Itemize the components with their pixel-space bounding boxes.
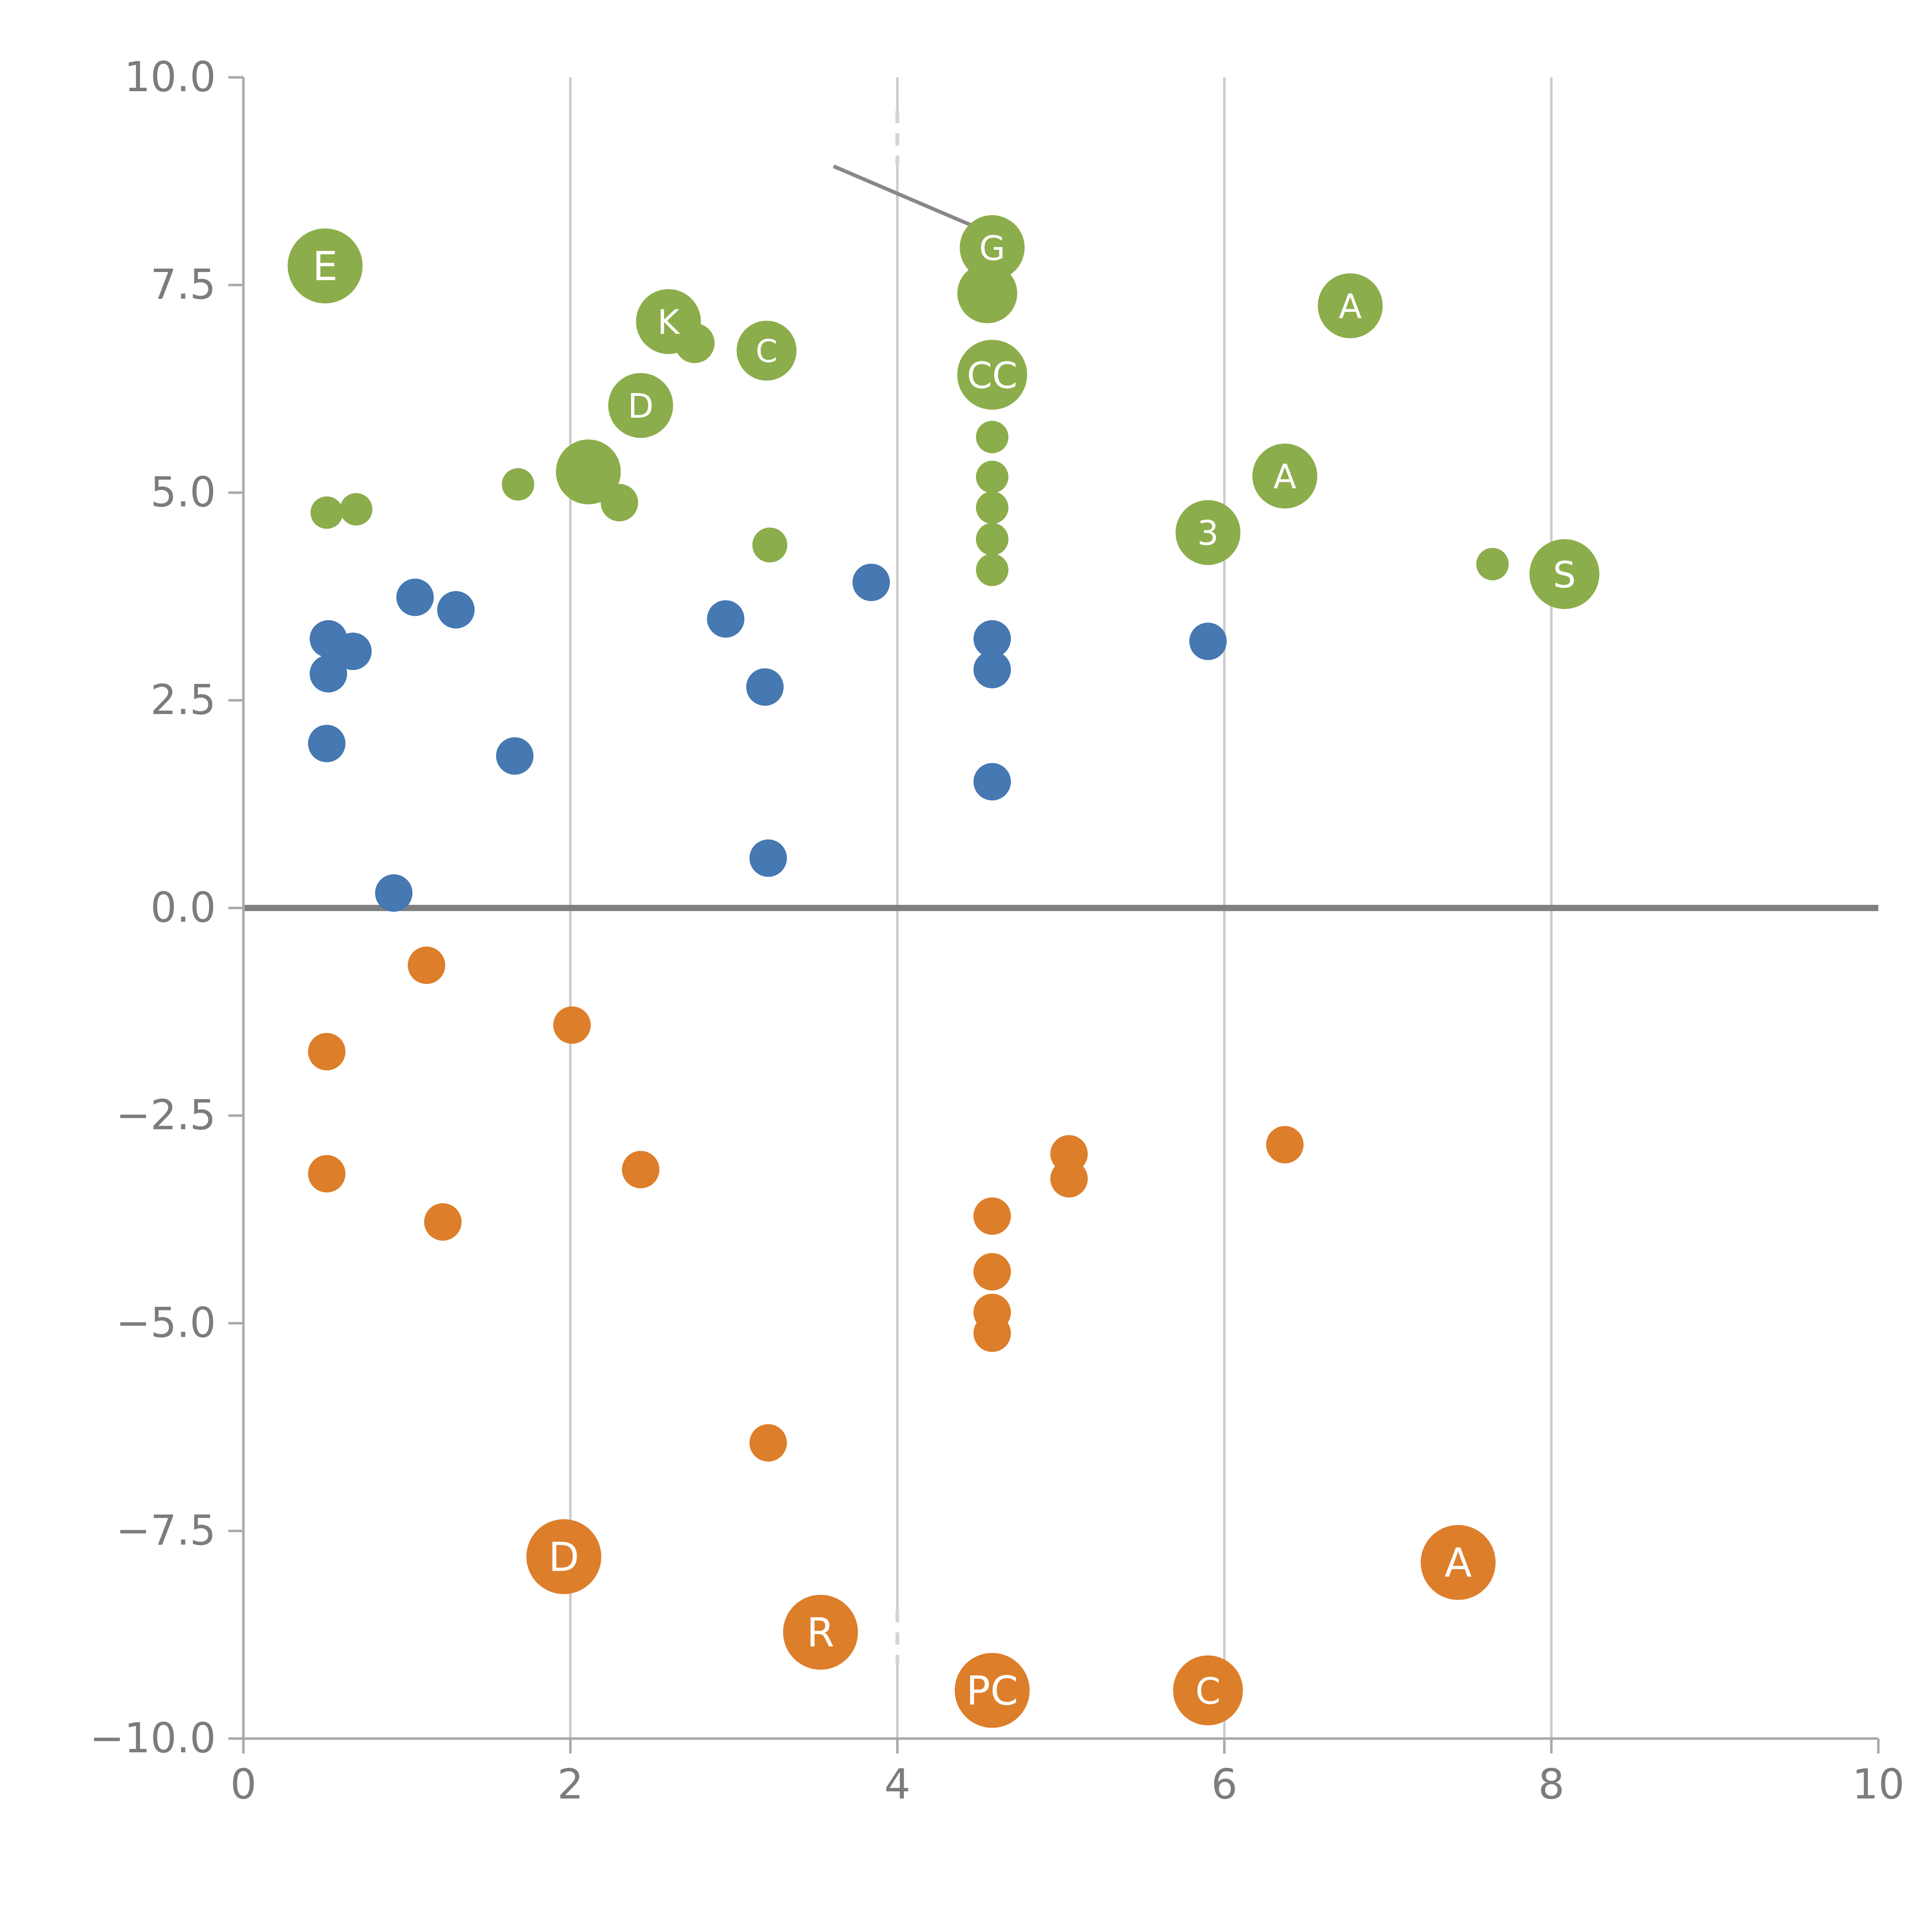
y-tick-label: 5.0: [150, 469, 216, 517]
data-point-green: [502, 468, 534, 501]
x-tick-label: 0: [230, 1760, 257, 1808]
y-tick-label: 10.0: [124, 53, 216, 101]
data-point-label: C: [756, 333, 777, 370]
data-point-orange: [408, 946, 446, 984]
data-point-orange: [526, 1519, 602, 1594]
data-point-label: A: [1339, 287, 1362, 326]
data-point-blue: [973, 620, 1011, 658]
data-point-green: [674, 323, 715, 363]
data-point-blue: [852, 563, 890, 601]
y-tick-label: 0.0: [150, 884, 216, 932]
data-point-orange: [1420, 1525, 1496, 1600]
data-point-blue: [308, 724, 346, 762]
data-point-label: D: [628, 386, 653, 426]
data-point-blue: [396, 578, 434, 616]
data-point-label: A: [1444, 1540, 1472, 1586]
data-point-orange: [973, 1314, 1011, 1352]
x-tick-label: 4: [884, 1760, 910, 1808]
data-point-blue: [973, 651, 1011, 689]
data-point-label: K: [657, 303, 680, 342]
data-point-label: C: [1196, 1670, 1221, 1713]
data-point-green: [976, 523, 1009, 556]
data-point-label: R: [807, 1610, 835, 1656]
data-point-green: [957, 340, 1027, 410]
x-tick-label: 6: [1211, 1760, 1238, 1808]
data-point-blue: [749, 839, 787, 877]
annotation-line: [833, 164, 980, 230]
data-point-blue: [973, 763, 1011, 801]
data-point-green: [736, 320, 797, 381]
data-point-orange: [553, 1006, 591, 1044]
y-tick-label: −10.0: [90, 1714, 216, 1762]
data-point-orange: [1266, 1126, 1304, 1163]
data-point-green: [752, 527, 787, 563]
data-point-orange: [308, 1033, 346, 1071]
data-point-orange: [622, 1151, 660, 1189]
x-tick-label: 8: [1538, 1760, 1565, 1808]
data-point-green: [1252, 444, 1318, 509]
data-point-label: 3: [1197, 514, 1219, 553]
data-point-blue: [707, 600, 745, 638]
data-point-blue: [496, 737, 534, 775]
data-point-green: [287, 228, 363, 304]
data-point-green: [340, 493, 372, 526]
y-tick-label: −5.0: [116, 1299, 216, 1347]
data-point-orange: [783, 1595, 858, 1670]
data-point-orange: [973, 1253, 1011, 1291]
data-point-orange: [1050, 1160, 1088, 1198]
data-point-blue: [746, 668, 784, 706]
data-point-orange: [424, 1203, 462, 1241]
data-point-label: S: [1553, 554, 1576, 596]
x-tick-label: 10: [1852, 1760, 1905, 1808]
data-point-label: E: [313, 243, 338, 290]
data-point-green: [976, 553, 1009, 586]
y-tick-label: −7.5: [116, 1507, 216, 1554]
data-point-blue: [1189, 622, 1227, 660]
y-tick-label: 7.5: [150, 261, 216, 309]
data-point-orange: [954, 1653, 1030, 1728]
data-point-green: [600, 484, 638, 522]
data-point-green: [959, 215, 1025, 280]
data-point-orange: [749, 1424, 787, 1462]
data-point-green: [976, 461, 1009, 493]
data-point-label: A: [1273, 457, 1296, 497]
data-point-green: [1476, 548, 1509, 580]
y-tick-label: 2.5: [150, 676, 216, 724]
data-point-label: PC: [966, 1668, 1018, 1714]
data-point-green: [1175, 500, 1241, 565]
data-point-orange: [973, 1197, 1011, 1235]
data-point-orange: [1173, 1655, 1243, 1726]
data-point-green: [310, 496, 343, 529]
y-tick-label: −2.5: [116, 1092, 216, 1139]
data-point-green: [976, 421, 1009, 454]
data-point-green: [976, 491, 1009, 524]
data-point-label: G: [979, 229, 1005, 268]
data-point-blue: [437, 591, 475, 629]
x-tick-label: 2: [557, 1760, 583, 1808]
data-point-green: [556, 439, 621, 505]
data-point-blue: [375, 874, 413, 912]
data-point-blue: [310, 655, 347, 693]
data-point-green: [1529, 539, 1600, 609]
data-point-orange: [308, 1155, 346, 1193]
data-point-green: [1318, 273, 1383, 338]
data-point-green: [608, 373, 673, 438]
data-point-green: [957, 263, 1017, 323]
data-point-label: CC: [967, 355, 1017, 397]
data-point-label: D: [548, 1534, 579, 1580]
data-point-blue: [334, 633, 372, 670]
